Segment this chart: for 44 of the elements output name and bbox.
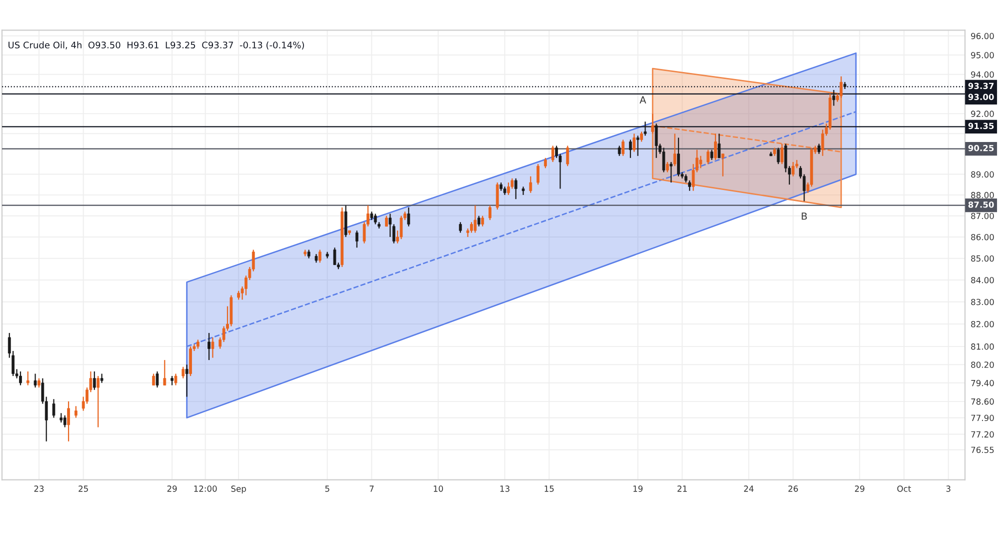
x-tick-label: 19 bbox=[633, 486, 643, 492]
x-tick-label: 15 bbox=[544, 486, 554, 492]
ref-line-label: 91.35 bbox=[968, 122, 994, 130]
ref-line-label: 93.00 bbox=[968, 94, 994, 100]
y-tick-label: 85.00 bbox=[971, 255, 994, 262]
x-tick-label: 5 bbox=[325, 486, 330, 492]
ref-line-label: 90.25 bbox=[968, 144, 994, 152]
x-tick-label: 12:00 bbox=[194, 486, 217, 492]
y-tick-label: 76.55 bbox=[971, 446, 994, 454]
y-tick-label: 89.00 bbox=[971, 171, 994, 178]
ref-line-label: 87.50 bbox=[968, 201, 994, 208]
y-tick-label: 88.00 bbox=[971, 192, 994, 198]
x-tick-label: 25 bbox=[78, 486, 88, 492]
y-tick-label: 92.00 bbox=[971, 110, 994, 117]
x-tick-label: Oct bbox=[897, 486, 912, 492]
y-tick-label: 78.60 bbox=[971, 398, 994, 405]
x-tick-label: 29 bbox=[167, 486, 177, 492]
x-tick-label: 26 bbox=[788, 486, 798, 492]
y-tick-label: 84.00 bbox=[971, 276, 994, 284]
annotation: A bbox=[640, 96, 646, 104]
x-tick-label: 29 bbox=[854, 486, 864, 492]
y-tick-label: 80.20 bbox=[971, 362, 994, 368]
y-tick-label: 81.00 bbox=[971, 343, 994, 350]
ref-line-label: 93.37 bbox=[968, 82, 994, 90]
y-tick-label: 96.00 bbox=[971, 32, 994, 40]
text: US Crude Oil, 4h O93.50 H93.61 L93.25 C93.37 -0.13 (-0.14%) bbox=[8, 41, 304, 50]
x-tick-label: 13 bbox=[500, 486, 510, 492]
x-tick-label: 23 bbox=[34, 486, 44, 492]
x-tick-label: 10 bbox=[434, 486, 443, 492]
y-tick-label: 95.00 bbox=[971, 52, 994, 58]
x-tick-label: 21 bbox=[678, 486, 687, 492]
x-tick-label: 7 bbox=[370, 486, 374, 492]
x-tick-label: 3 bbox=[946, 486, 950, 492]
y-tick-label: 79.40 bbox=[971, 380, 994, 386]
y-tick-label: 82.00 bbox=[971, 321, 994, 328]
annotation: B bbox=[802, 212, 807, 220]
y-tick-label: 77.20 bbox=[971, 431, 994, 438]
x-tick-label: Sep bbox=[231, 486, 246, 494]
y-tick-label: 77.90 bbox=[971, 414, 994, 422]
y-tick-label: 87.00 bbox=[971, 212, 994, 220]
y-tick-label: 94.00 bbox=[971, 71, 994, 78]
x-tick-label: 24 bbox=[744, 486, 754, 492]
y-tick-label: 83.00 bbox=[971, 298, 994, 306]
y-tick-label: 86.00 bbox=[971, 234, 994, 240]
